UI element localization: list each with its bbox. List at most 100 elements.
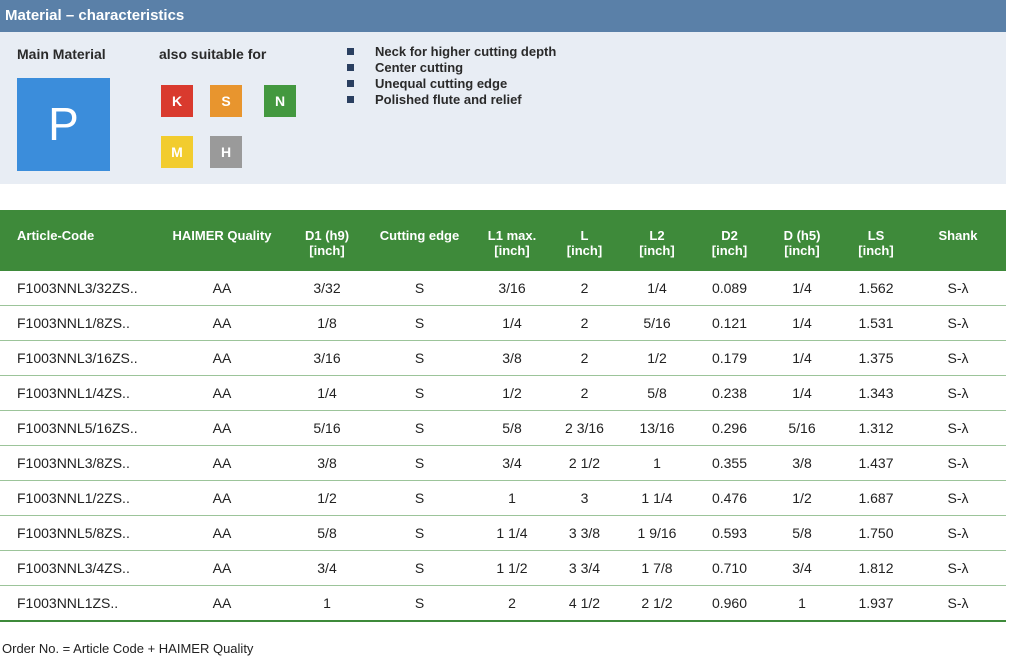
feature-list: Neck for higher cutting depth Center cut… (345, 44, 556, 108)
table-cell: 2 (552, 271, 617, 306)
table-cell: 0.179 (697, 340, 762, 376)
table-cell: 5/16 (287, 410, 367, 446)
square-bullet-icon (347, 48, 354, 55)
table-cell: 1 (762, 585, 842, 622)
table-cell: S (367, 445, 472, 481)
feature-item: Polished flute and relief (345, 92, 556, 108)
column-header: Shank (910, 210, 1006, 271)
table-cell: 1.812 (842, 550, 910, 586)
table-cell: S-λ (910, 515, 1006, 551)
column-header-label: Shank (938, 228, 978, 243)
table-cell: 2 1/2 (552, 445, 617, 481)
section-title: Material – characteristics (5, 7, 185, 24)
table-cell: 1.562 (842, 271, 910, 306)
table-cell: 1/4 (617, 271, 697, 306)
table-cell: 0.121 (697, 305, 762, 341)
table-row: F1003NNL3/8ZS.. AA 3/8 S 3/4 2 1/2 1 0.355 3/8 1.… (0, 445, 1006, 481)
table-cell: S-λ (910, 585, 1006, 622)
table-cell: 3/8 (287, 445, 367, 481)
table-cell: S-λ (910, 305, 1006, 341)
table-cell: 2 (552, 375, 617, 411)
column-header: L2 [inch] (617, 210, 697, 271)
table-cell: 1.937 (842, 585, 910, 622)
column-header-label: Article-Code (17, 228, 95, 243)
table-cell: S-λ (910, 271, 1006, 306)
table-cell: 1/4 (762, 375, 842, 411)
column-header-label: L (580, 228, 589, 243)
table-cell: S (367, 515, 472, 551)
table-cell: 1 1/4 (472, 515, 552, 551)
table-cell: 0.960 (697, 585, 762, 622)
table-row: F1003NNL1/2ZS.. AA 1/2 S 1 3 1 1/4 0.476 1/2 1.68… (0, 480, 1006, 516)
table-cell: 0.296 (697, 410, 762, 446)
table-cell: 1 1/4 (617, 480, 697, 516)
table-cell: 1.312 (842, 410, 910, 446)
table-row: F1003NNL5/16ZS.. AA 5/16 S 5/8 2 3/16 13/16 0.2… (0, 410, 1006, 446)
table-cell: S (367, 410, 472, 446)
table-cell: 3/8 (472, 340, 552, 376)
table-cell: 1/4 (472, 305, 552, 341)
table-row: F1003NNL1/8ZS.. AA 1/8 S 1/4 2 5/16 0.121 1/4 1.5… (0, 305, 1006, 341)
table-row: F1003NNL1ZS.. AA 1 S 2 4 1/2 2 1/2 0.960 1 1.937 S… (0, 585, 1006, 622)
table-cell: 2 (472, 585, 552, 622)
table-row: F1003NNL5/8ZS.. AA 5/8 S 1 1/4 3 3/8 1 9/16 0.5… (0, 515, 1006, 551)
table-cell: 1 1/2 (472, 550, 552, 586)
table-cell: 3/16 (472, 271, 552, 306)
column-header: L [inch] (552, 210, 617, 271)
table-header-row: Article-Code HAIMER Quality D1 (h9) [inch] C… (0, 210, 1006, 271)
table-cell: S-λ (910, 375, 1006, 411)
table-cell: 5/16 (762, 410, 842, 446)
table-cell: 1 (287, 585, 367, 622)
table-cell: 1/2 (287, 480, 367, 516)
article-code-cell: F1003NNL3/4ZS.. (0, 550, 157, 586)
table-cell: 3/4 (287, 550, 367, 586)
column-header-label: D1 (h9) (304, 228, 350, 243)
table-cell: S (367, 480, 472, 516)
table-cell: S (367, 340, 472, 376)
article-code-cell: F1003NNL1ZS.. (0, 585, 157, 622)
table-cell: AA (157, 340, 287, 376)
feature-item: Center cutting (345, 60, 556, 76)
column-header: HAIMER Quality (157, 210, 287, 271)
table-cell: AA (157, 480, 287, 516)
article-code-cell: F1003NNL3/32ZS.. (0, 271, 157, 306)
table-cell: 3 3/4 (552, 550, 617, 586)
table-cell: 5/8 (472, 410, 552, 446)
table-cell: 0.593 (697, 515, 762, 551)
table-cell: 3 3/8 (552, 515, 617, 551)
feature-item: Neck for higher cutting depth (345, 44, 556, 60)
table-cell: S-λ (910, 340, 1006, 376)
table-cell: 1 (472, 480, 552, 516)
table-cell: AA (157, 585, 287, 622)
section-title-bar: Material – characteristics (0, 0, 1006, 32)
table-cell: AA (157, 375, 287, 411)
table-cell: 2 1/2 (617, 585, 697, 622)
article-code-cell: F1003NNL3/8ZS.. (0, 445, 157, 481)
table-cell: 5/16 (617, 305, 697, 341)
table-cell: S (367, 585, 472, 622)
table-cell: S (367, 375, 472, 411)
column-header-unit: [inch] (494, 243, 530, 258)
column-header: D2 [inch] (697, 210, 762, 271)
table-cell: 1/4 (287, 375, 367, 411)
table-cell: 4 1/2 (552, 585, 617, 622)
column-header-label: D2 (721, 228, 738, 243)
table-cell: 1/4 (762, 340, 842, 376)
table-cell: 5/8 (287, 515, 367, 551)
table-cell: 2 (552, 305, 617, 341)
table-cell: 3/8 (762, 445, 842, 481)
column-header: Cutting edge (367, 210, 472, 271)
column-header-label: D (h5) (783, 228, 821, 243)
table-cell: 5/8 (617, 375, 697, 411)
table-cell: AA (157, 550, 287, 586)
table-cell: S-λ (910, 550, 1006, 586)
column-header-label: L2 (649, 228, 665, 243)
table-cell: 1/2 (762, 480, 842, 516)
table-cell: S (367, 305, 472, 341)
table-cell: 5/8 (762, 515, 842, 551)
material-badge-m: M (161, 136, 193, 168)
table-cell: 1/2 (617, 340, 697, 376)
table-cell: AA (157, 445, 287, 481)
table-cell: 2 3/16 (552, 410, 617, 446)
material-badge-k: K (161, 85, 193, 117)
